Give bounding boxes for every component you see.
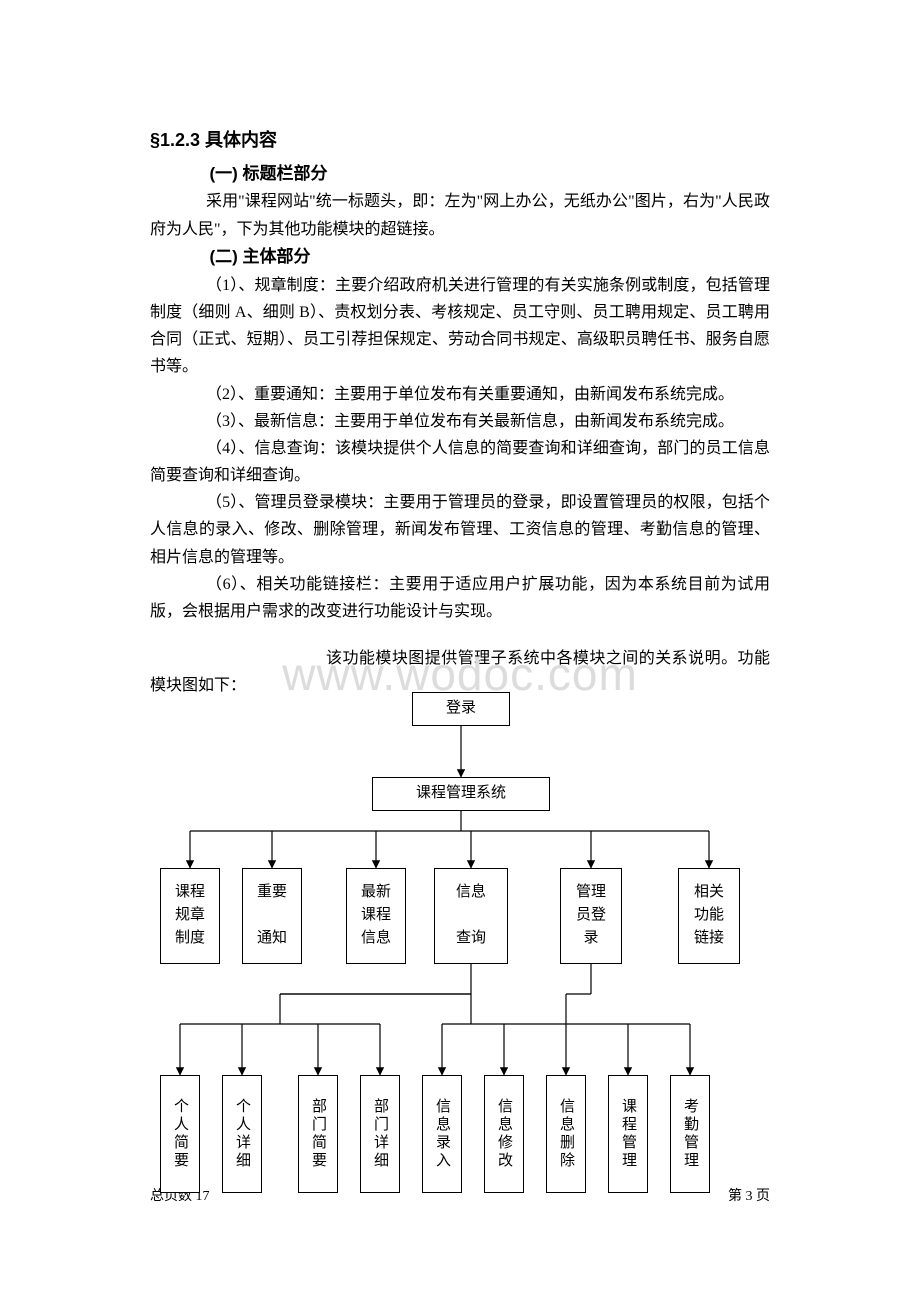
para-item-1: （1）、规章制度：主要介绍政府机关进行管理的有关实施条例或制度，包括管理制度（细… bbox=[150, 272, 770, 381]
node-m4: 信息查询 bbox=[434, 868, 508, 964]
subheading-two: (二) 主体部分 bbox=[150, 243, 770, 272]
node-m5: 管理员登录 bbox=[560, 868, 622, 964]
node-c9: 考勤管理 bbox=[670, 1075, 710, 1193]
node-m2: 重要通知 bbox=[242, 868, 302, 964]
node-c8: 课程管理 bbox=[608, 1075, 648, 1193]
node-login: 登录 bbox=[412, 692, 510, 726]
node-c5: 信息录入 bbox=[422, 1075, 462, 1193]
para-item-5: （5）、管理员登录模块：主要用于管理员的登录，即设置管理员的权限，包括个人信息的… bbox=[150, 489, 770, 571]
node-c6: 信息修改 bbox=[484, 1075, 524, 1193]
node-m3: 最新课程信息 bbox=[346, 868, 406, 964]
node-m1: 课程规章制度 bbox=[160, 868, 220, 964]
node-c3: 部门简要 bbox=[298, 1075, 338, 1193]
node-sys: 课程管理系统 bbox=[372, 777, 550, 811]
node-m6: 相关功能链接 bbox=[678, 868, 740, 964]
para-item-2: （2）、重要通知：主要用于单位发布有关重要通知，由新闻发布系统完成。 bbox=[150, 381, 770, 408]
para-item-6: （6）、相关功能链接栏：主要用于适应用户扩展功能，因为本系统目前为试用版，会根据… bbox=[150, 571, 770, 625]
document-page: www.wodoc.com §1.2.3 具体内容 (一) 标题栏部分 采用"课… bbox=[0, 0, 920, 1238]
heading-1-2-3: §1.2.3 具体内容 bbox=[150, 125, 770, 156]
para-sub1: 采用"课程网站"统一标题头，即：左为"网上办公，无纸办公"图片，右为"人民政府为… bbox=[150, 188, 770, 242]
node-c2: 个人详细 bbox=[222, 1075, 262, 1193]
node-c1: 个人简要 bbox=[160, 1075, 200, 1193]
para-item-3: （3）、最新信息：主要用于单位发布有关最新信息，由新闻发布系统完成。 bbox=[150, 408, 770, 435]
node-c4: 部门详细 bbox=[360, 1075, 400, 1193]
para-item-4: （4）、信息查询：该模块提供个人信息的简要查询和详细查询，部门的员工信息简要查询… bbox=[150, 435, 770, 489]
node-c7: 信息删除 bbox=[546, 1075, 586, 1193]
module-diagram: 登录课程管理系统课程规章制度重要通知最新课程信息信息查询管理员登录相关功能链接个… bbox=[150, 692, 770, 1197]
subheading-one: (一) 标题栏部分 bbox=[150, 160, 770, 189]
